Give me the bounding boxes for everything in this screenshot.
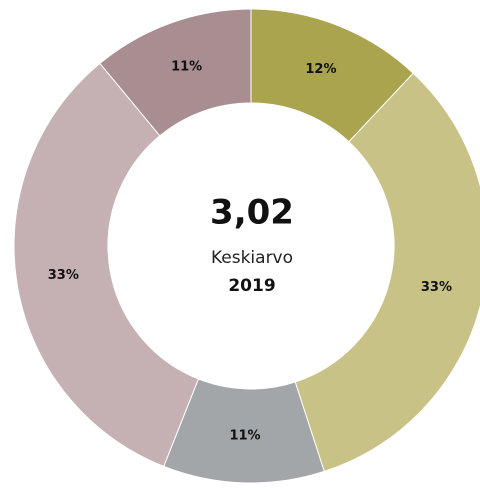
donut-segment <box>99 8 252 137</box>
donut-segment <box>13 62 200 468</box>
segment-label: 12% <box>305 62 336 77</box>
center-sublabel: 2019 <box>228 276 275 296</box>
segment-label: 11% <box>229 428 260 443</box>
segment-label: 33% <box>48 268 79 283</box>
segment-label: 11% <box>171 60 202 75</box>
center-value: 3,02 <box>210 193 294 233</box>
segment-label: 33% <box>421 280 452 295</box>
center-label: Keskiarvo <box>211 248 293 268</box>
donut-segment <box>294 72 480 473</box>
